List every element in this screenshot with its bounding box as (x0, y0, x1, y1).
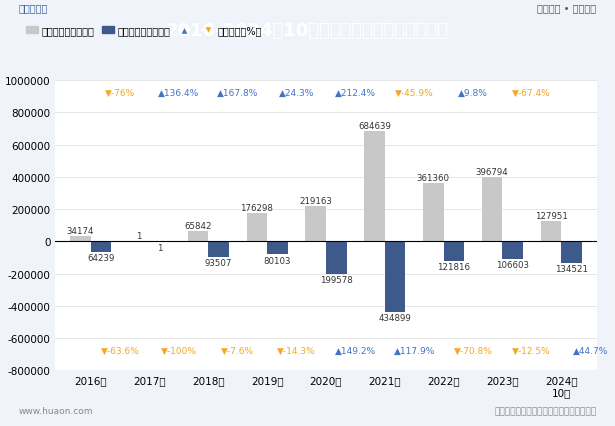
Text: ▲149.2%: ▲149.2% (335, 346, 376, 355)
Text: 华经情报网: 华经情报网 (18, 3, 48, 14)
Bar (70, 236, 90, 242)
Text: 2016-2024年10月泰州综合保税区进、出口额: 2016-2024年10月泰州综合保税区进、出口额 (166, 21, 449, 40)
Bar (423, 184, 443, 242)
Bar (482, 178, 502, 242)
Text: 176298: 176298 (240, 203, 273, 212)
Bar (247, 213, 267, 242)
Bar (90, 242, 111, 252)
Bar (267, 242, 288, 255)
Text: ▼-70.8%: ▼-70.8% (454, 346, 493, 355)
Text: 专业严谨 • 客观科学: 专业严谨 • 客观科学 (538, 3, 597, 14)
Text: ▼-14.3%: ▼-14.3% (277, 346, 316, 355)
Text: ▼-63.6%: ▼-63.6% (101, 346, 140, 355)
Text: ▲212.4%: ▲212.4% (335, 89, 376, 98)
Text: www.huaon.com: www.huaon.com (18, 406, 93, 415)
Text: ▲44.7%: ▲44.7% (573, 346, 608, 355)
Text: 127951: 127951 (534, 211, 568, 220)
Text: ▲24.3%: ▲24.3% (279, 89, 314, 98)
Text: ▼-100%: ▼-100% (161, 346, 197, 355)
Text: 361360: 361360 (417, 173, 450, 182)
Bar (502, 242, 523, 259)
Text: ▲117.9%: ▲117.9% (394, 346, 435, 355)
Text: 684639: 684639 (358, 121, 391, 130)
Bar (541, 221, 561, 242)
Bar (306, 207, 326, 242)
Text: 65842: 65842 (184, 221, 212, 230)
Bar (208, 242, 229, 257)
Text: 121816: 121816 (437, 263, 470, 272)
Bar (364, 132, 385, 242)
Bar (326, 242, 346, 274)
Text: 1: 1 (137, 232, 142, 241)
Text: 64239: 64239 (87, 253, 114, 262)
Text: 396794: 396794 (476, 168, 509, 177)
Text: 93507: 93507 (205, 258, 232, 267)
Bar (443, 242, 464, 262)
Text: ▲9.8%: ▲9.8% (458, 89, 488, 98)
Bar (561, 242, 582, 264)
Text: 80103: 80103 (264, 256, 291, 265)
Text: 219163: 219163 (300, 196, 332, 205)
Text: 134521: 134521 (555, 265, 588, 274)
Text: ▲167.8%: ▲167.8% (217, 89, 258, 98)
Text: ▼-7.6%: ▼-7.6% (221, 346, 254, 355)
Text: 数据来源：中国海关、华经产业研究院整理: 数据来源：中国海关、华经产业研究院整理 (494, 406, 597, 415)
Legend: 出口总额（千美元）, 进口总额（千美元）, , 同比增速（%）: 出口总额（千美元）, 进口总额（千美元）, , 同比增速（%） (22, 22, 266, 40)
Text: ▲136.4%: ▲136.4% (158, 89, 199, 98)
Text: 106603: 106603 (496, 260, 530, 269)
Text: 199578: 199578 (320, 275, 352, 284)
Bar (188, 231, 208, 242)
Text: 34174: 34174 (66, 226, 94, 235)
Text: ▼-76%: ▼-76% (105, 89, 135, 98)
Text: ▼-67.4%: ▼-67.4% (512, 89, 551, 98)
Text: ▼-12.5%: ▼-12.5% (512, 346, 551, 355)
Text: ▼-45.9%: ▼-45.9% (395, 89, 434, 98)
Text: 434899: 434899 (379, 313, 411, 322)
Bar (385, 242, 405, 312)
Text: 1: 1 (157, 243, 162, 252)
